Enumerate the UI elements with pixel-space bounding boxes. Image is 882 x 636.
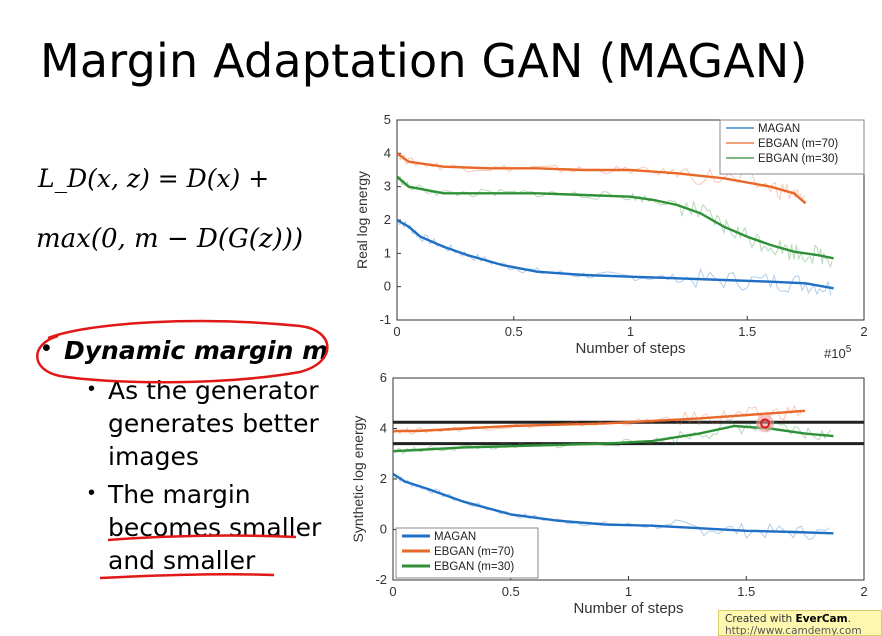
legend-label: EBGAN (m=30) — [434, 561, 514, 573]
x-tick-label: 0 — [389, 584, 396, 599]
x-tick-label: 1.5 — [738, 324, 756, 339]
loss-equation-line2: max(0, m − D(G(z))) — [36, 224, 304, 254]
x-multiplier-label: #105 — [824, 344, 852, 361]
y-tick-label: 3 — [384, 179, 391, 194]
y-tick-label: 4 — [384, 145, 391, 160]
subbullet-dot-icon: • — [88, 378, 96, 400]
watermark-suffix: . — [847, 613, 851, 625]
y-tick-label: 1 — [384, 245, 391, 260]
y-tick-label: 4 — [380, 421, 387, 436]
watermark: Created with EverCam. http://www.camdemy… — [718, 610, 882, 636]
y-tick-label: 6 — [380, 370, 387, 385]
y-tick-label: -1 — [379, 312, 391, 327]
y-tick-label: 0 — [380, 522, 387, 537]
series-line — [393, 409, 806, 433]
x-tick-label: 0.5 — [502, 584, 520, 599]
series-line — [396, 152, 807, 205]
subbullet-margin: The margin becomes smaller and smaller — [108, 480, 322, 575]
x-tick-label: 0 — [393, 324, 400, 339]
legend-label: EBGAN (m=70) — [434, 546, 514, 558]
x-tick-label: 1 — [625, 584, 632, 599]
x-axis-label: Number of steps — [573, 600, 683, 617]
legend-label: MAGAN — [434, 531, 476, 543]
x-axis-label: Number of steps — [575, 340, 685, 357]
x-multiplier-exponent: 5 — [846, 344, 852, 355]
watermark-prefix: Created with — [725, 613, 796, 625]
series-line — [392, 424, 834, 453]
y-tick-label: -2 — [375, 572, 387, 587]
subbullet-dot-icon: • — [88, 482, 96, 504]
y-tick-label: 2 — [384, 212, 391, 227]
series-line — [396, 175, 834, 260]
series-line — [392, 472, 834, 535]
watermark-url: http://www.camdemy.com — [725, 625, 862, 636]
y-tick-label: 5 — [384, 112, 391, 127]
x-tick-label: 1.5 — [737, 584, 755, 599]
y-tick-label: 0 — [384, 279, 391, 294]
slide-title: Margin Adaptation GAN (MAGAN) — [40, 34, 808, 88]
highlight-marker-ring — [760, 418, 771, 429]
legend-label: EBGAN (m=30) — [758, 153, 838, 165]
loss-equation-line1: L_D(x, z) = D(x) + — [38, 164, 270, 193]
watermark-brand: EverCam — [795, 613, 848, 625]
legend-label: MAGAN — [758, 123, 800, 135]
series-noise-line — [396, 154, 805, 202]
x-tick-label: 2 — [860, 584, 867, 599]
legend-box — [719, 119, 865, 175]
highlight-marker — [756, 414, 775, 433]
y-axis-label: Real log energy — [354, 171, 370, 269]
x-tick-label: 0.5 — [505, 324, 523, 339]
y-axis-label: Synthetic log energy — [350, 416, 366, 543]
x-tick-label: 1 — [627, 324, 634, 339]
y-tick-label: 2 — [380, 471, 387, 486]
x-tick-label: 2 — [860, 324, 867, 339]
series-line — [396, 218, 834, 290]
legend-label: EBGAN (m=70) — [758, 138, 838, 150]
